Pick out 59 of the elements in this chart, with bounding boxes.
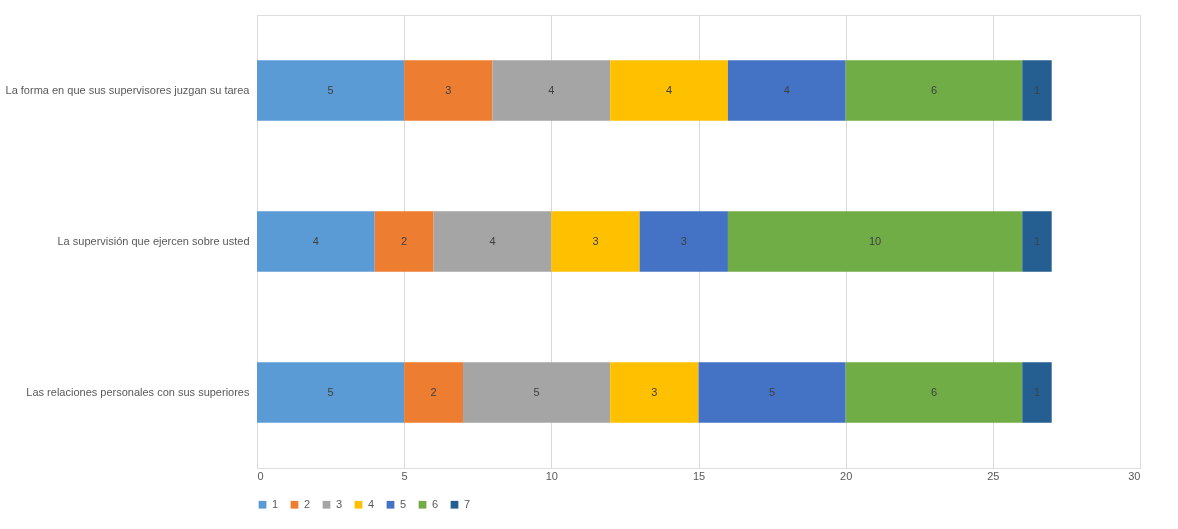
data-label: 1	[1033, 234, 1041, 247]
legend-label: 3	[336, 497, 343, 510]
data-label: 4	[666, 83, 673, 96]
data-label: 4	[548, 83, 555, 96]
x-tick-label: 30	[1128, 469, 1141, 482]
data-label: 5	[327, 83, 334, 96]
bar	[1022, 211, 1052, 272]
data-label: 4	[783, 83, 790, 96]
legend-label: 7	[464, 497, 471, 510]
legend-label: 4	[368, 497, 375, 510]
data-label: 3	[680, 234, 687, 247]
data-label: 3	[445, 83, 452, 96]
x-tick-label: 0	[257, 469, 264, 482]
data-label: 10	[868, 234, 882, 247]
legend-label: 1	[272, 497, 279, 510]
bar	[257, 211, 375, 272]
y-tick-label: La supervisión que ejercen sobre usted	[57, 234, 250, 247]
data-label: 3	[592, 234, 599, 247]
data-label: 6	[930, 83, 938, 96]
legend-label: 5	[400, 497, 407, 510]
bar	[374, 211, 434, 272]
bar	[257, 362, 405, 423]
bar	[727, 211, 1023, 272]
data-label: 5	[533, 385, 540, 398]
x-tick-label: 5	[401, 469, 408, 482]
bar	[551, 211, 640, 272]
bar	[1022, 60, 1052, 121]
x-tick-label: 15	[692, 469, 706, 482]
bar	[1022, 362, 1052, 423]
x-tick-label: 10	[545, 469, 558, 482]
bar	[845, 60, 1023, 121]
y-tick-label: La forma en que sus supervisores juzgan su tarea	[5, 83, 251, 96]
bar	[727, 60, 846, 121]
bar	[492, 60, 611, 121]
bar	[257, 60, 405, 121]
data-label: 1	[1033, 385, 1041, 398]
y-tick-label: Las relaciones personales con sus superiores	[26, 385, 250, 398]
data-label: 3	[651, 385, 658, 398]
legend-label: 2	[304, 497, 311, 510]
bar	[610, 362, 699, 423]
bar	[639, 211, 728, 272]
data-label: 6	[930, 385, 938, 398]
legend-label: 6	[432, 497, 439, 510]
data-label: 4	[489, 234, 496, 247]
bar	[463, 362, 611, 423]
data-label: 5	[327, 385, 334, 398]
x-tick-label: 25	[987, 469, 1000, 482]
bar	[404, 362, 464, 423]
data-label: 4	[312, 234, 319, 247]
bar	[610, 60, 728, 121]
bar	[698, 362, 846, 423]
x-tick-label: 20	[840, 469, 853, 482]
data-label: 2	[430, 385, 437, 398]
bar	[433, 211, 552, 272]
bar	[845, 362, 1023, 423]
bar	[404, 60, 493, 121]
data-label: 5	[769, 385, 776, 398]
data-label: 1	[1033, 83, 1041, 96]
data-label: 2	[401, 234, 408, 247]
